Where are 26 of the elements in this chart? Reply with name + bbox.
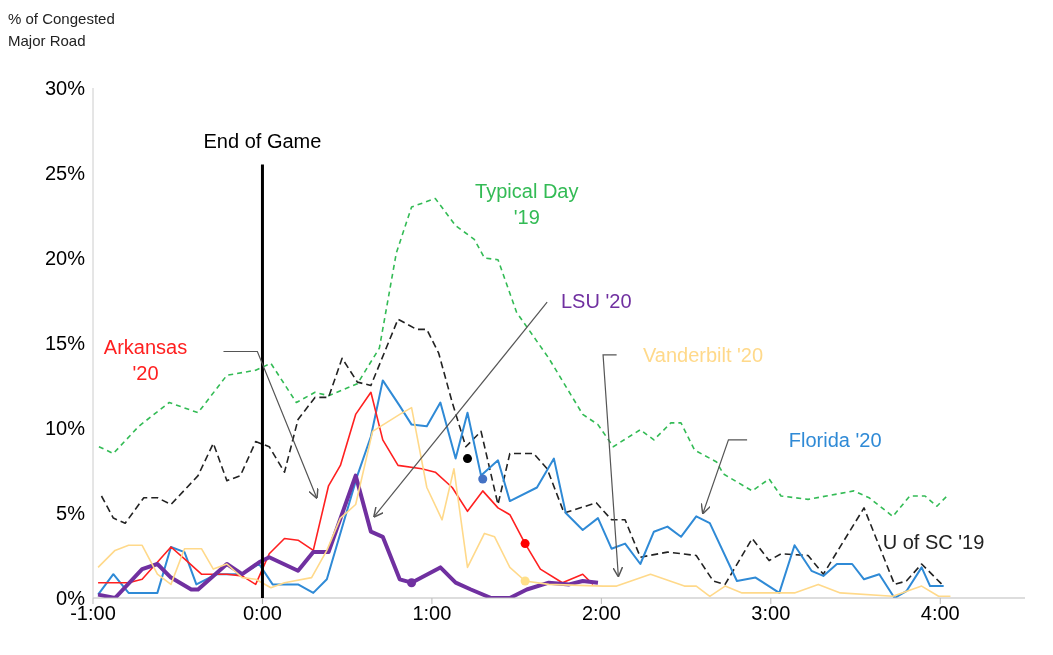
- text: Vanderbilt '20: [642, 343, 764, 366]
- text: Arkansas '20: [103, 336, 188, 384]
- x-tick-label: 1:00: [412, 602, 452, 625]
- series-label: U of SC '19: [882, 530, 985, 553]
- y-axis-title: % of Congested Major Road: [8, 9, 116, 51]
- point: [462, 454, 473, 464]
- x-tick-label: 3:00: [751, 602, 791, 625]
- y-tick-label: 5%: [56, 502, 86, 525]
- point: [520, 539, 530, 549]
- y-tick-label: 15%: [44, 332, 86, 355]
- line-series: [96, 473, 600, 598]
- point: [520, 576, 530, 586]
- x-tick-label: 4:00: [920, 602, 960, 625]
- line-series: [97, 391, 594, 586]
- y-tick-label: 30%: [44, 77, 86, 100]
- y-tick-label: 20%: [44, 247, 86, 270]
- series-label: Typical Day '19: [475, 179, 579, 228]
- ref-line-label: End of Game: [203, 129, 322, 152]
- x-tick-label: 0:00: [242, 602, 282, 625]
- point: [407, 578, 417, 588]
- x-tick-label: 2:00: [581, 602, 621, 625]
- text: Florida '20: [788, 428, 882, 451]
- text: LSU '20: [561, 289, 632, 312]
- point: [478, 474, 488, 484]
- y-tick-label: 10%: [44, 417, 86, 440]
- y-tick-label: 25%: [44, 162, 86, 185]
